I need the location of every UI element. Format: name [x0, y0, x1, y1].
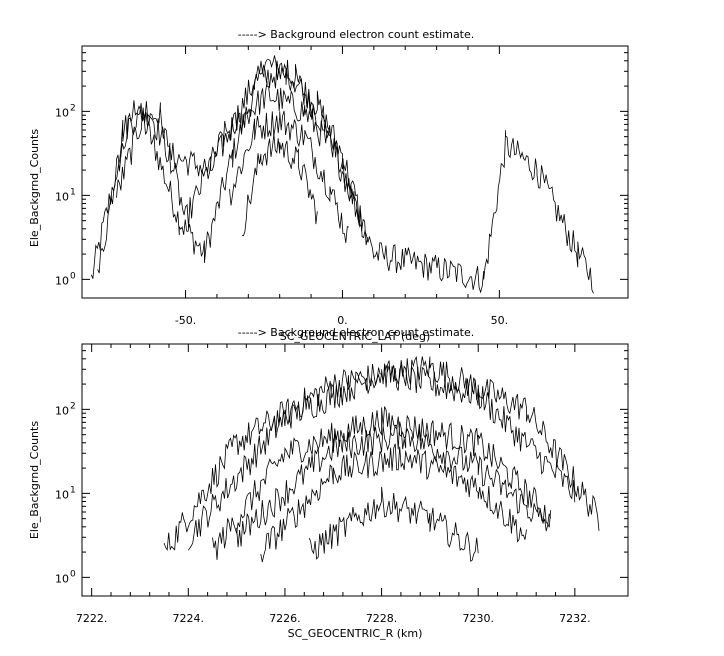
data-layer	[91, 55, 594, 294]
series-line-1	[187, 360, 576, 551]
y-tick-label: 10	[55, 190, 69, 203]
series-line-3	[229, 110, 349, 243]
x-tick-label: 7226.	[269, 612, 301, 625]
series-line-1	[97, 59, 368, 274]
x-tick-label: -50.	[175, 314, 196, 327]
x-tick-label: 7232.	[559, 612, 591, 625]
chart-title: -----> Background electron count estimat…	[238, 326, 475, 339]
x-tick-label: 7224.	[173, 612, 205, 625]
series-line-2	[212, 406, 552, 560]
y-tick-label: 10	[55, 106, 69, 119]
x-tick-label: 0.	[337, 314, 348, 327]
chart-panel-radius: -----> Background electron count estimat…	[28, 326, 629, 640]
y-axis-label: Ele_Backgrnd_Counts	[28, 421, 41, 539]
y-tick-exponent: 1	[70, 187, 76, 197]
y-tick-label: 10	[55, 274, 69, 287]
data-layer	[163, 355, 600, 563]
y-tick-label: 10	[55, 404, 69, 417]
x-axis-label: SC_GEOCENTRIC_R (km)	[288, 627, 423, 640]
y-tick-label: 10	[55, 572, 69, 585]
plot-frame	[81, 343, 629, 597]
x-tick-label: 7222.	[76, 612, 108, 625]
y-tick-exponent: 2	[70, 401, 76, 411]
series-line-2	[116, 81, 362, 229]
x-tick-label: 7230.	[462, 612, 494, 625]
y-tick-exponent: 0	[70, 271, 76, 281]
y-tick-exponent: 0	[70, 569, 76, 579]
chart-title: -----> Background electron count estimat…	[238, 28, 475, 41]
x-axis-label: SC_GEOCENTRIC_LAT (deg)	[280, 330, 431, 343]
y-tick-exponent: 1	[70, 485, 76, 495]
x-tick-label: 50.	[491, 314, 509, 327]
chart-panel-latitude: -----> Background electron count estimat…	[28, 28, 629, 343]
plot-frame	[81, 45, 629, 299]
y-axis-label: Ele_Backgrnd_Counts	[28, 129, 41, 247]
y-tick-exponent: 2	[70, 103, 76, 113]
series-line-3	[236, 421, 552, 548]
series-line-5	[308, 486, 479, 563]
x-tick-label: 7228.	[366, 612, 398, 625]
series-line-4	[260, 443, 527, 563]
y-tick-label: 10	[55, 488, 69, 501]
series-line-4	[241, 133, 318, 237]
